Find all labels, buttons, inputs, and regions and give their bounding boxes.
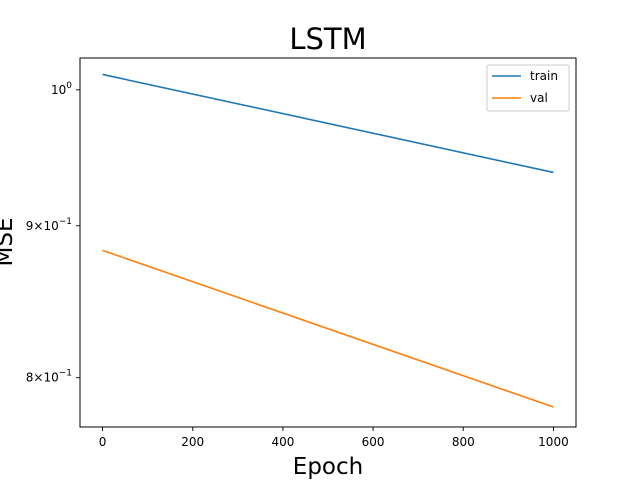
x-tick-label: 0 — [99, 435, 107, 449]
y-tick-label: 100 — [51, 81, 72, 97]
y-axis-label: MSE — [0, 218, 18, 267]
x-tick-label: 1000 — [538, 435, 569, 449]
x-axis-label: Epoch — [293, 454, 363, 480]
x-tick-label: 200 — [181, 435, 204, 449]
plot-border — [79, 57, 577, 428]
y-axis-ticks: 8×10−1 9×10−1 100 — [26, 81, 80, 385]
y-tick-label: 8×10−1 — [26, 369, 72, 385]
x-tick-label: 400 — [271, 435, 294, 449]
legend-label-val: val — [530, 91, 548, 105]
series-line-train — [102, 73, 554, 174]
legend: train val — [486, 64, 570, 112]
series-line-val — [102, 249, 554, 408]
plot-area — [80, 58, 576, 427]
chart-title: LSTM — [289, 22, 366, 56]
y-tick-label: 9×10−1 — [26, 217, 72, 233]
x-axis-ticks: 0 200 400 600 800 1000 — [99, 427, 569, 449]
x-tick-label: 600 — [362, 435, 385, 449]
series-layer — [102, 73, 554, 408]
legend-label-train: train — [530, 69, 558, 83]
x-tick-label: 800 — [452, 435, 475, 449]
